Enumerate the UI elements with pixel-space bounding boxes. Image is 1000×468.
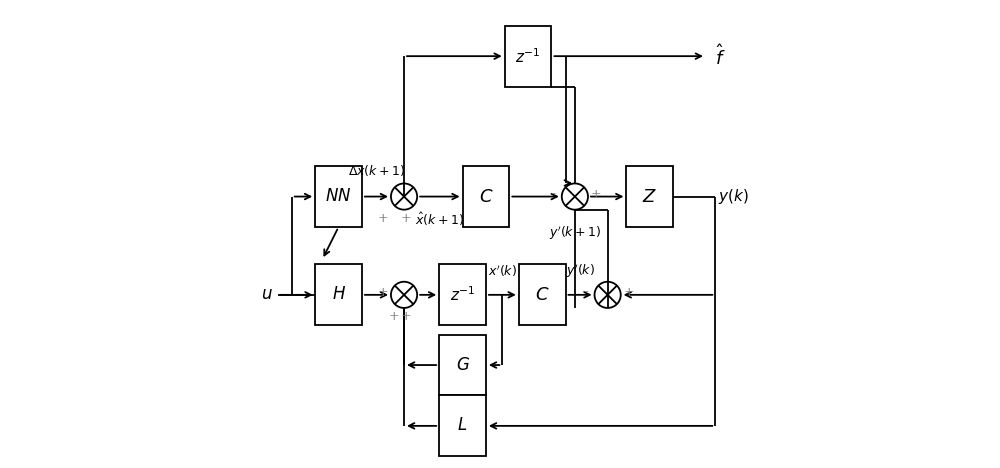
Text: +: + xyxy=(377,286,388,299)
Text: $u$: $u$ xyxy=(261,286,273,303)
Text: $y'(k)$: $y'(k)$ xyxy=(566,263,595,280)
Text: +: + xyxy=(388,310,399,323)
FancyBboxPatch shape xyxy=(463,166,509,227)
Text: $z^{-1}$: $z^{-1}$ xyxy=(450,285,475,304)
Text: +: + xyxy=(624,286,634,299)
Text: $y'(k+1)$: $y'(k+1)$ xyxy=(549,224,601,242)
FancyBboxPatch shape xyxy=(626,166,673,227)
FancyBboxPatch shape xyxy=(439,264,486,325)
FancyBboxPatch shape xyxy=(439,395,486,456)
Text: $G$: $G$ xyxy=(456,357,470,373)
Text: $Z$: $Z$ xyxy=(642,188,657,205)
Text: $H$: $H$ xyxy=(332,286,346,303)
Text: -: - xyxy=(551,187,556,201)
Text: $NN$: $NN$ xyxy=(325,188,352,205)
Text: $\Delta x(k+1)$: $\Delta x(k+1)$ xyxy=(348,163,405,178)
FancyBboxPatch shape xyxy=(505,26,551,87)
Text: $\hat{f}$: $\hat{f}$ xyxy=(715,44,726,68)
Text: +: + xyxy=(591,188,602,201)
Text: -: - xyxy=(584,285,589,300)
FancyBboxPatch shape xyxy=(519,264,566,325)
Text: $x'(k)$: $x'(k)$ xyxy=(488,263,517,279)
Text: $\hat{x}(k+1)$: $\hat{x}(k+1)$ xyxy=(415,212,464,228)
Text: $C$: $C$ xyxy=(535,286,549,304)
FancyBboxPatch shape xyxy=(315,264,362,325)
Text: +: + xyxy=(401,310,412,323)
Text: +: + xyxy=(377,212,388,225)
Text: $C$: $C$ xyxy=(479,188,493,205)
Text: $L$: $L$ xyxy=(457,417,468,434)
FancyBboxPatch shape xyxy=(439,335,486,395)
Text: $z^{-1}$: $z^{-1}$ xyxy=(515,47,541,66)
Text: $y(k)$: $y(k)$ xyxy=(718,187,748,206)
FancyBboxPatch shape xyxy=(315,166,362,227)
Text: +: + xyxy=(401,212,412,225)
